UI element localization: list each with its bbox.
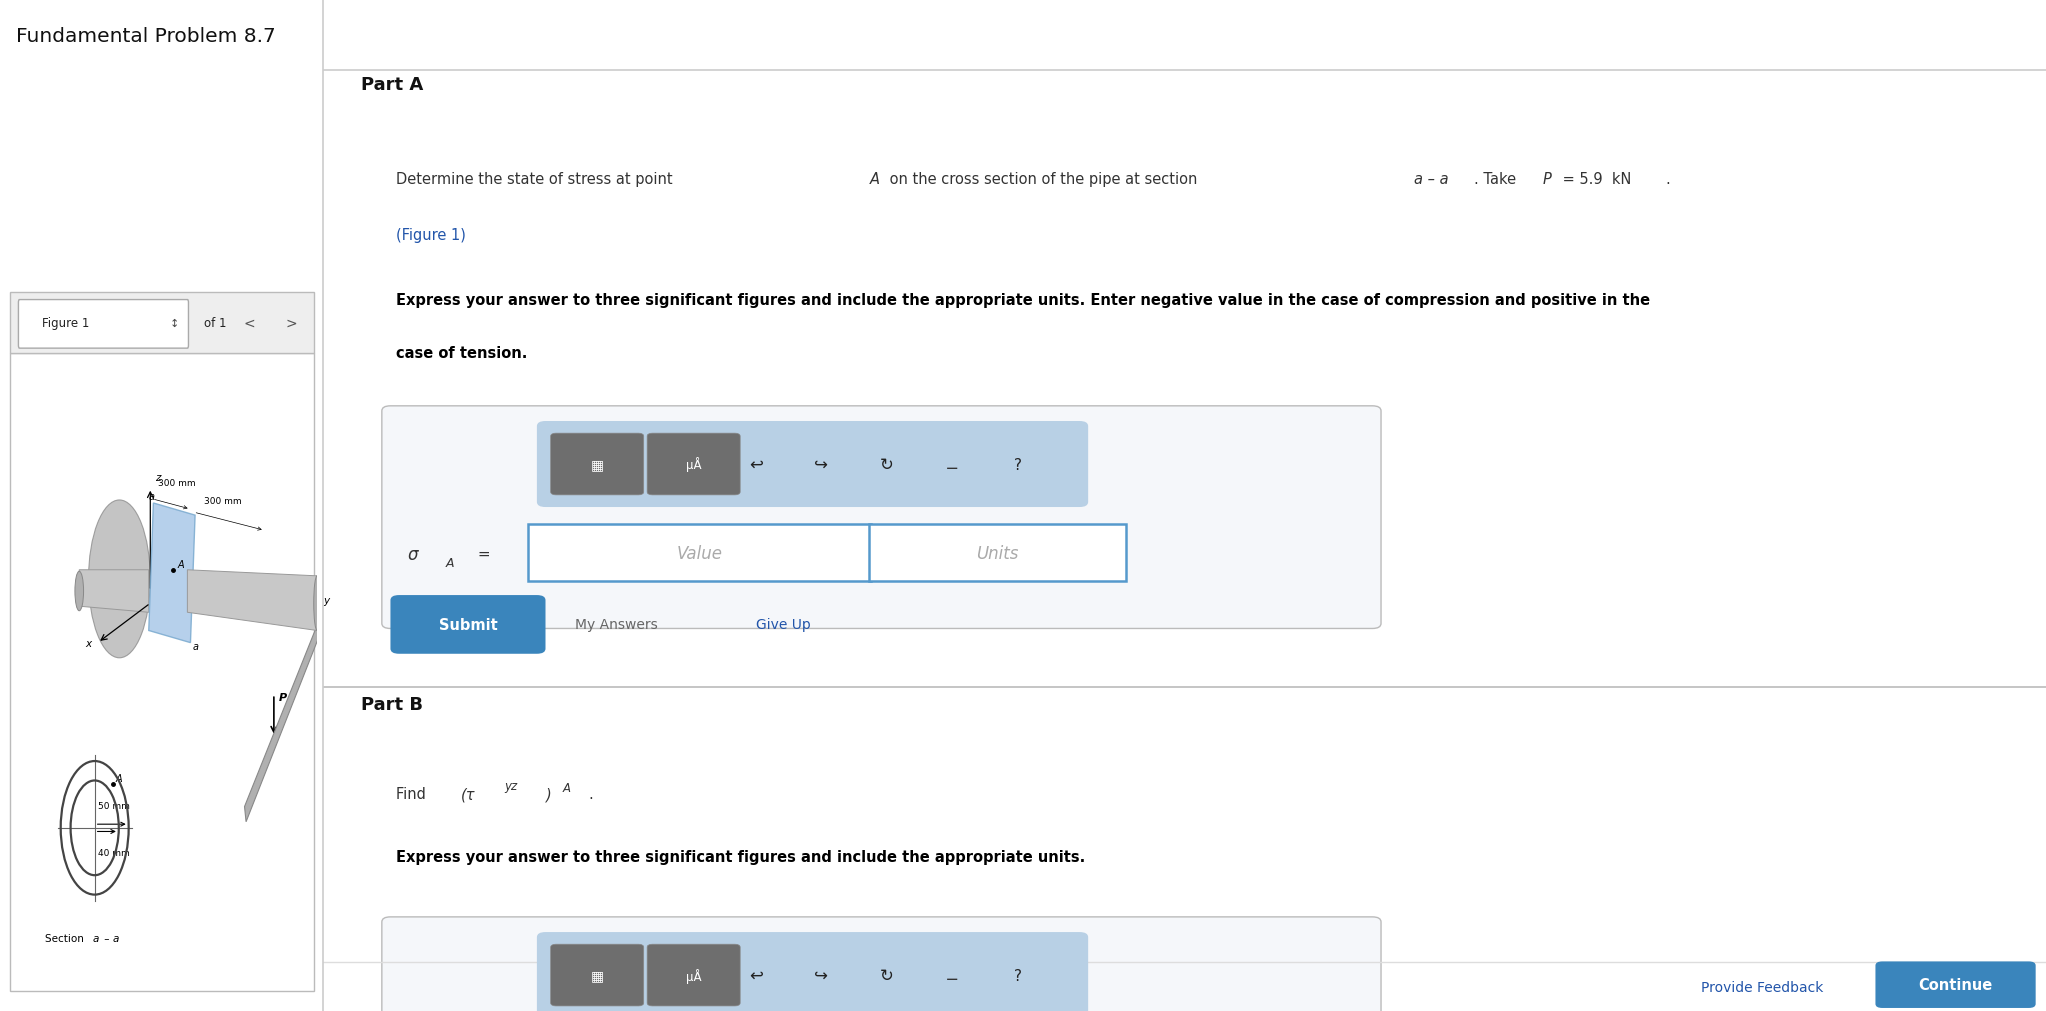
Text: z: z [155,472,160,482]
Text: Give Up: Give Up [755,618,810,632]
Text: A: A [870,172,880,187]
Text: of 1: of 1 [205,317,227,330]
Text: ↕: ↕ [170,318,180,329]
Ellipse shape [76,571,84,611]
Text: P: P [1543,172,1551,187]
FancyBboxPatch shape [1876,961,2036,1008]
Text: Figure 1: Figure 1 [43,317,90,330]
FancyBboxPatch shape [383,406,1381,629]
Text: =: = [473,547,491,561]
Text: μÅ: μÅ [685,968,702,983]
Text: on the cross section of the pipe at section: on the cross section of the pipe at sect… [884,172,1201,187]
Text: >: > [284,316,297,331]
Text: 300 mm: 300 mm [158,478,196,487]
Text: (τ: (τ [460,787,475,802]
Text: Submit: Submit [438,618,497,632]
Text: ?: ? [1013,968,1021,983]
Text: Fundamental Problem 8.7: Fundamental Problem 8.7 [16,27,276,47]
Text: A: A [563,782,571,795]
Ellipse shape [88,500,149,658]
Text: Provide Feedback: Provide Feedback [1702,980,1823,994]
Text: ): ) [546,787,550,802]
Text: Determine the state of stress at point: Determine the state of stress at point [395,172,677,187]
FancyBboxPatch shape [647,434,741,495]
Polygon shape [246,622,321,822]
Text: A: A [117,773,123,784]
Text: Part A: Part A [362,76,424,94]
Text: Express your answer to three significant figures and include the appropriate uni: Express your answer to three significant… [395,849,1084,864]
Text: Section: Section [45,933,88,943]
Text: <: < [243,316,256,331]
Text: P: P [278,693,286,703]
Ellipse shape [313,576,321,631]
Text: y: y [323,595,329,606]
Text: 40 mm: 40 mm [98,848,129,857]
Text: σ: σ [407,545,417,563]
Text: = 5.9  kN: = 5.9 kN [1559,172,1633,187]
Text: a: a [92,933,98,943]
Text: yz: yz [503,779,518,793]
Text: ↪: ↪ [814,456,829,473]
Polygon shape [188,570,317,631]
FancyBboxPatch shape [536,932,1088,1011]
Text: ▦: ▦ [591,458,604,471]
Text: a – a: a – a [1414,172,1449,187]
Text: ▦: ▦ [591,969,604,982]
Text: Part B: Part B [362,696,424,714]
Text: a: a [149,491,155,501]
FancyBboxPatch shape [647,944,741,1006]
Text: a: a [192,641,198,651]
FancyBboxPatch shape [550,434,644,495]
FancyBboxPatch shape [383,917,1381,1011]
Text: .: . [1665,172,1670,187]
Text: Continue: Continue [1919,978,1993,992]
Text: ?: ? [1013,457,1021,472]
Text: ↪: ↪ [814,967,829,984]
Text: ↻: ↻ [880,967,894,984]
Text: case of tension.: case of tension. [395,346,528,361]
Text: A: A [446,557,454,569]
Text: μÅ: μÅ [685,457,702,472]
Text: ↻: ↻ [880,456,894,473]
Text: ↩: ↩ [749,456,763,473]
FancyBboxPatch shape [528,525,872,581]
Text: My Answers: My Answers [575,618,657,632]
Text: Value: Value [677,544,722,562]
Text: .: . [589,787,593,802]
Text: . Take: . Take [1473,172,1520,187]
Polygon shape [80,570,149,613]
Text: Units: Units [976,544,1019,562]
Text: ⚊: ⚊ [945,458,958,471]
Text: a: a [113,933,119,943]
Bar [10,354,313,991]
Text: x: x [86,638,92,648]
Bar [10,293,313,354]
Text: 50 mm: 50 mm [98,802,129,811]
FancyBboxPatch shape [550,944,644,1006]
Polygon shape [149,503,194,643]
Text: –: – [100,933,113,943]
FancyBboxPatch shape [391,595,546,654]
Text: A: A [178,559,184,569]
FancyBboxPatch shape [18,300,188,349]
Text: (Figure 1): (Figure 1) [395,227,466,243]
Text: Express your answer to three significant figures and include the appropriate uni: Express your answer to three significant… [395,293,1649,308]
Text: 300 mm: 300 mm [205,496,241,506]
FancyBboxPatch shape [536,422,1088,508]
Text: Find: Find [395,787,430,802]
FancyBboxPatch shape [870,525,1125,581]
Text: ⚊: ⚊ [945,969,958,982]
Text: ↩: ↩ [749,967,763,984]
